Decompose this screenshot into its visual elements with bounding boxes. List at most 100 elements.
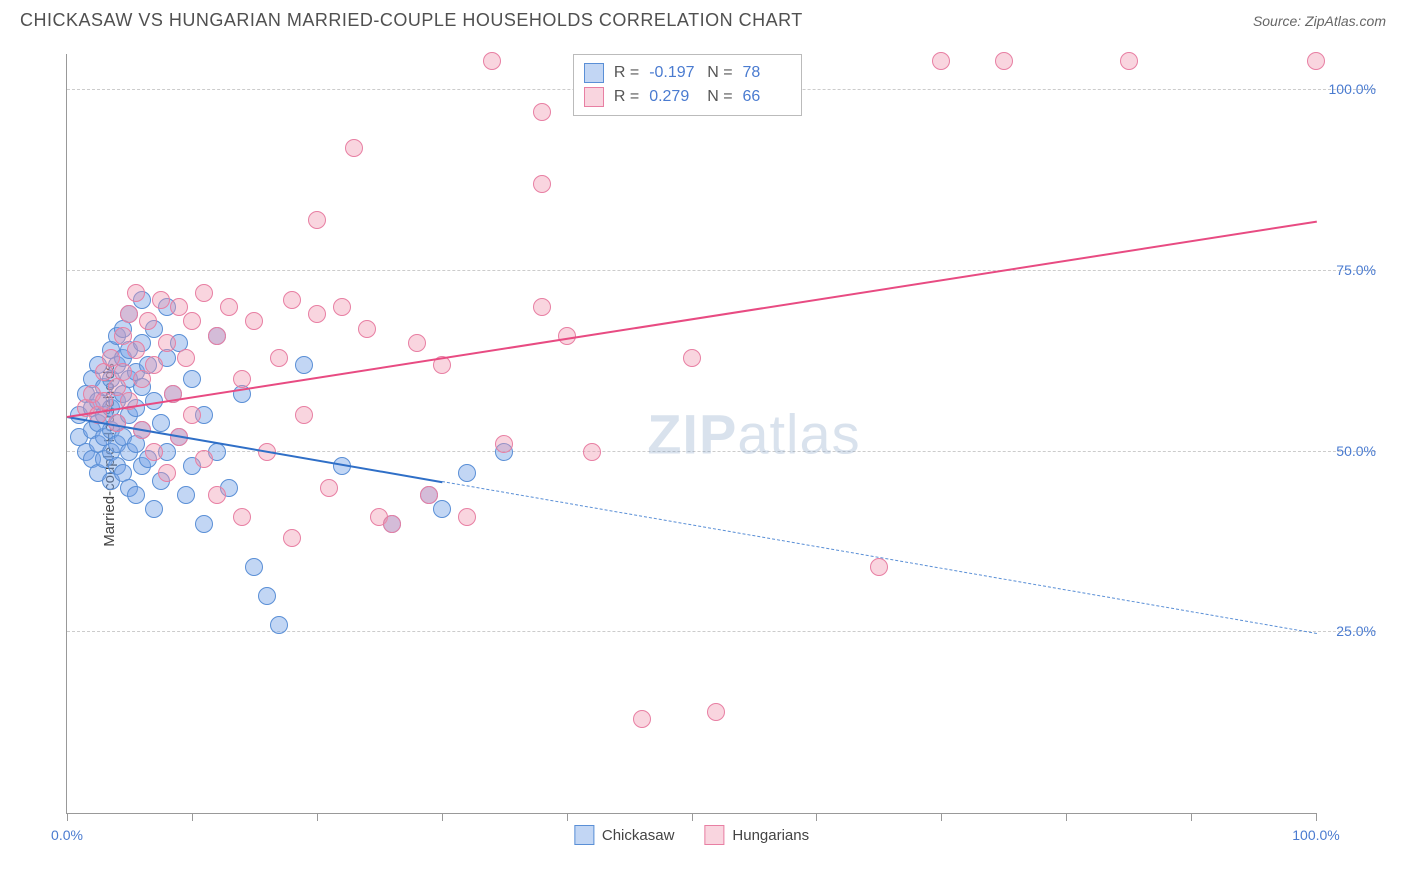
x-tick <box>1316 813 1317 821</box>
scatter-point <box>152 291 170 309</box>
legend-label: Chickasaw <box>602 827 675 844</box>
x-tick <box>1191 813 1192 821</box>
x-tick-label: 0.0% <box>51 827 83 843</box>
scatter-point <box>358 320 376 338</box>
legend-swatch <box>704 825 724 845</box>
scatter-point <box>220 298 238 316</box>
chart-header: CHICKASAW VS HUNGARIAN MARRIED-COUPLE HO… <box>0 0 1406 37</box>
scatter-point <box>177 486 195 504</box>
watermark: ZIPatlas <box>647 401 860 466</box>
scatter-point <box>158 464 176 482</box>
scatter-point <box>127 341 145 359</box>
scatter-point <box>458 508 476 526</box>
scatter-point <box>127 486 145 504</box>
scatter-point <box>152 414 170 432</box>
y-tick-label: 100.0% <box>1329 81 1376 97</box>
gridline <box>67 631 1376 632</box>
scatter-point <box>420 486 438 504</box>
legend-item: Chickasaw <box>574 825 675 845</box>
scatter-point <box>320 479 338 497</box>
scatter-point <box>870 558 888 576</box>
x-tick-label: 100.0% <box>1292 827 1339 843</box>
scatter-point <box>95 392 113 410</box>
scatter-point <box>145 356 163 374</box>
correlation-legend: R =-0.197N =78R =0.279N =66 <box>573 54 802 116</box>
legend-row: R =0.279N =66 <box>584 85 791 109</box>
scatter-point <box>233 370 251 388</box>
chart-area: Married-couple Households 25.0%50.0%75.0… <box>20 48 1386 862</box>
scatter-point <box>308 305 326 323</box>
scatter-point <box>283 291 301 309</box>
scatter-point <box>195 284 213 302</box>
scatter-point <box>533 298 551 316</box>
scatter-point <box>533 103 551 121</box>
scatter-point <box>145 443 163 461</box>
scatter-point <box>233 508 251 526</box>
scatter-point <box>114 363 132 381</box>
scatter-point <box>120 305 138 323</box>
r-value: 0.279 <box>649 88 697 106</box>
scatter-point <box>633 710 651 728</box>
y-tick-label: 75.0% <box>1336 262 1376 278</box>
scatter-point <box>195 515 213 533</box>
series-legend: Chickasaw Hungarians <box>574 825 809 845</box>
trend-line-dashed <box>442 481 1317 634</box>
x-tick <box>941 813 942 821</box>
legend-swatch <box>584 87 604 107</box>
scatter-point <box>245 558 263 576</box>
x-tick <box>816 813 817 821</box>
scatter-point <box>270 616 288 634</box>
scatter-point <box>345 139 363 157</box>
scatter-point <box>295 356 313 374</box>
chart-title: CHICKASAW VS HUNGARIAN MARRIED-COUPLE HO… <box>20 10 803 31</box>
scatter-point <box>483 52 501 70</box>
scatter-point <box>583 443 601 461</box>
legend-label: Hungarians <box>732 827 809 844</box>
scatter-point <box>533 175 551 193</box>
scatter-point <box>932 52 950 70</box>
plot-region: 25.0%50.0%75.0%100.0%0.0%100.0%ZIPatlasR… <box>66 54 1316 814</box>
y-tick-label: 25.0% <box>1336 623 1376 639</box>
x-tick <box>692 813 693 821</box>
scatter-point <box>183 370 201 388</box>
scatter-point <box>383 515 401 533</box>
x-tick <box>192 813 193 821</box>
scatter-point <box>707 703 725 721</box>
scatter-point <box>270 349 288 367</box>
x-tick <box>442 813 443 821</box>
scatter-point <box>195 450 213 468</box>
x-tick <box>67 813 68 821</box>
scatter-point <box>245 312 263 330</box>
scatter-point <box>995 52 1013 70</box>
scatter-point <box>295 406 313 424</box>
scatter-point <box>158 334 176 352</box>
legend-swatch <box>584 63 604 83</box>
scatter-point <box>1307 52 1325 70</box>
scatter-point <box>333 298 351 316</box>
scatter-point <box>208 327 226 345</box>
scatter-point <box>308 211 326 229</box>
scatter-point <box>495 435 513 453</box>
scatter-point <box>133 370 151 388</box>
r-value: -0.197 <box>649 64 697 82</box>
scatter-point <box>1120 52 1138 70</box>
scatter-point <box>183 406 201 424</box>
legend-row: R =-0.197N =78 <box>584 61 791 85</box>
scatter-point <box>408 334 426 352</box>
n-value: 66 <box>743 88 791 106</box>
n-value: 78 <box>743 64 791 82</box>
x-tick <box>317 813 318 821</box>
scatter-point <box>139 312 157 330</box>
scatter-point <box>258 587 276 605</box>
scatter-point <box>127 284 145 302</box>
scatter-point <box>458 464 476 482</box>
scatter-point <box>283 529 301 547</box>
x-tick <box>567 813 568 821</box>
x-tick <box>1066 813 1067 821</box>
legend-swatch <box>574 825 594 845</box>
scatter-point <box>208 486 226 504</box>
legend-item: Hungarians <box>704 825 809 845</box>
y-tick-label: 50.0% <box>1336 443 1376 459</box>
scatter-point <box>177 349 195 367</box>
scatter-point <box>683 349 701 367</box>
